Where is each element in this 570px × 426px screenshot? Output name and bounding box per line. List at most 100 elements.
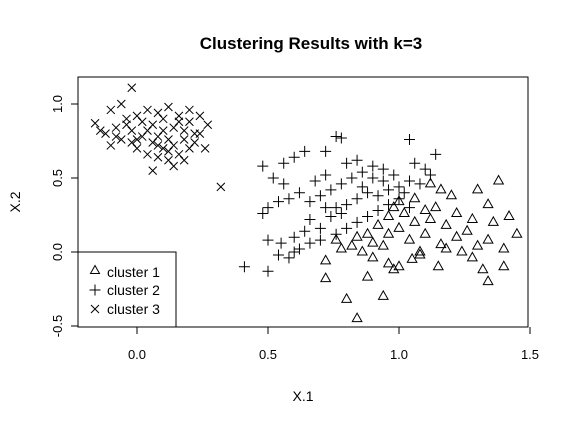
point-cluster-3 xyxy=(153,152,163,162)
point-cluster-1 xyxy=(409,215,421,226)
point-cluster-2 xyxy=(419,163,431,175)
point-cluster-2 xyxy=(275,237,287,249)
point-cluster-3 xyxy=(200,144,210,153)
point-cluster-2 xyxy=(299,225,311,237)
point-cluster-3 xyxy=(143,105,152,115)
point-cluster-2 xyxy=(383,199,395,211)
point-cluster-2 xyxy=(272,249,284,261)
point-cluster-2 xyxy=(398,187,410,199)
point-cluster-2 xyxy=(403,175,415,187)
point-cluster-1 xyxy=(372,218,384,229)
plot-frame xyxy=(77,76,529,328)
point-cluster-2 xyxy=(377,163,389,175)
point-cluster-2 xyxy=(283,193,295,205)
point-cluster-1 xyxy=(382,257,395,268)
point-cluster-2 xyxy=(351,154,363,166)
point-cluster-2 xyxy=(383,184,395,196)
point-cluster-1 xyxy=(466,212,479,223)
point-cluster-2 xyxy=(238,261,250,273)
point-cluster-3 xyxy=(122,120,131,130)
point-cluster-2 xyxy=(320,202,332,214)
y-tick-label: 1.0 xyxy=(50,95,65,113)
point-cluster-2 xyxy=(304,213,316,225)
point-cluster-2 xyxy=(293,187,305,199)
point-cluster-3 xyxy=(137,117,147,127)
point-cluster-2 xyxy=(299,145,311,157)
point-cluster-2 xyxy=(278,178,290,190)
data-points xyxy=(90,83,523,323)
point-cluster-2 xyxy=(283,252,295,264)
point-cluster-3 xyxy=(132,135,142,144)
point-cluster-3 xyxy=(216,182,226,192)
point-cluster-2 xyxy=(304,237,316,249)
chart-title: Clustering Results with k=3 xyxy=(200,34,422,53)
point-cluster-1 xyxy=(335,242,348,253)
point-cluster-3 xyxy=(101,129,110,138)
legend-label-cluster-2: cluster 2 xyxy=(107,282,160,298)
point-cluster-3 xyxy=(190,138,199,147)
point-cluster-1 xyxy=(471,239,484,250)
point-cluster-1 xyxy=(367,251,379,262)
point-cluster-3 xyxy=(127,138,137,147)
point-cluster-1 xyxy=(482,233,494,244)
point-cluster-2 xyxy=(362,187,374,199)
point-cluster-2 xyxy=(267,172,279,184)
point-cluster-3 xyxy=(185,105,194,115)
x-tick-label: 1.0 xyxy=(390,347,408,362)
point-cluster-2 xyxy=(278,157,290,169)
y-tick-label: 0.5 xyxy=(50,169,65,187)
point-cluster-3 xyxy=(174,117,184,127)
point-cluster-2 xyxy=(330,228,342,240)
point-cluster-2 xyxy=(330,131,342,143)
point-cluster-2 xyxy=(262,202,274,214)
point-cluster-2 xyxy=(335,178,347,190)
point-cluster-3 xyxy=(185,117,194,127)
point-cluster-2 xyxy=(293,243,305,255)
point-cluster-1 xyxy=(435,183,447,194)
point-cluster-1 xyxy=(498,242,510,253)
point-cluster-1 xyxy=(498,260,510,271)
point-cluster-2 xyxy=(424,169,436,181)
point-cluster-2 xyxy=(335,208,347,220)
point-cluster-2 xyxy=(262,265,274,277)
point-cluster-1 xyxy=(456,245,468,256)
point-cluster-1 xyxy=(450,230,463,241)
point-cluster-2 xyxy=(272,196,284,208)
point-cluster-2 xyxy=(351,216,363,228)
point-cluster-3 xyxy=(111,132,121,141)
point-cluster-1 xyxy=(414,248,426,259)
legend-box xyxy=(77,251,177,328)
legend-x-icon xyxy=(90,304,100,314)
point-cluster-1 xyxy=(361,270,374,281)
point-cluster-2 xyxy=(388,169,400,181)
point-cluster-1 xyxy=(393,260,405,271)
point-cluster-1 xyxy=(367,236,379,247)
point-cluster-3 xyxy=(164,147,173,156)
legend-label-cluster-1: cluster 1 xyxy=(107,264,160,280)
point-cluster-1 xyxy=(346,239,358,250)
point-cluster-2 xyxy=(377,175,389,187)
point-cluster-1 xyxy=(382,227,395,238)
point-cluster-1 xyxy=(445,189,458,200)
point-cluster-1 xyxy=(435,238,447,249)
point-cluster-2 xyxy=(341,199,353,211)
point-cluster-2 xyxy=(325,184,337,196)
point-cluster-2 xyxy=(341,157,353,169)
point-cluster-2 xyxy=(414,178,426,190)
point-cluster-2 xyxy=(320,145,332,157)
point-cluster-2 xyxy=(403,134,415,146)
point-cluster-3 xyxy=(179,135,189,144)
point-cluster-1 xyxy=(377,289,389,300)
point-cluster-3 xyxy=(158,114,168,124)
point-cluster-3 xyxy=(106,141,116,150)
point-cluster-2 xyxy=(314,234,326,246)
point-cluster-2 xyxy=(367,160,379,172)
point-cluster-1 xyxy=(461,224,473,235)
point-cluster-1 xyxy=(430,201,442,212)
point-cluster-2 xyxy=(257,160,269,172)
point-cluster-3 xyxy=(106,105,116,115)
point-cluster-3 xyxy=(164,102,173,112)
point-cluster-1 xyxy=(382,209,395,220)
point-cluster-1 xyxy=(393,195,405,206)
y-tick-label: 0.0 xyxy=(50,243,65,261)
